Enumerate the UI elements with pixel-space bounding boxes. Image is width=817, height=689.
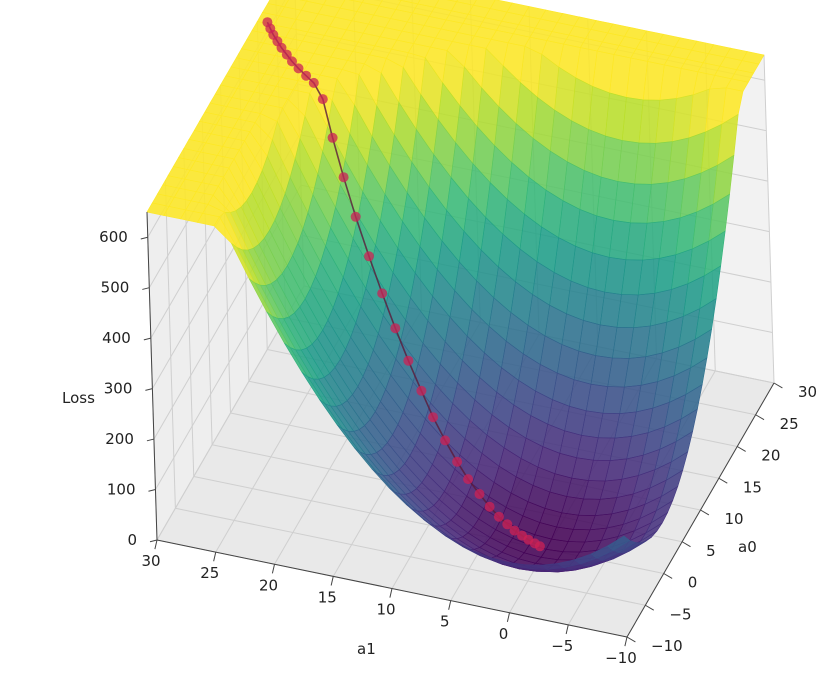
- a1-axis-label: a1: [357, 640, 376, 658]
- a1-tick-label: −10: [605, 649, 637, 667]
- a0-tick: [718, 477, 728, 484]
- a1-tick-label: 15: [318, 588, 337, 606]
- descent-point: [301, 70, 312, 81]
- a0-tick-label: 10: [725, 510, 744, 528]
- a0-tick-label: −10: [651, 637, 683, 655]
- a1-tick: [330, 576, 334, 586]
- loss-tick: [146, 438, 155, 442]
- a0-axis-label: a0: [738, 538, 757, 556]
- loss-axis-line: [146, 211, 158, 541]
- a0-tick-label: −5: [669, 605, 691, 623]
- descent-point: [474, 489, 485, 499]
- a0-tick-label: 20: [761, 447, 780, 465]
- a0-tick: [700, 509, 710, 516]
- descent-point: [452, 456, 463, 467]
- descent-point: [287, 56, 297, 67]
- loss-tick-label: 400: [102, 329, 131, 347]
- descent-point: [327, 132, 338, 143]
- descent-point: [350, 211, 361, 222]
- descent-point: [403, 355, 414, 366]
- loss-tick-label: 500: [101, 279, 130, 297]
- descent-point: [293, 63, 304, 74]
- a1-tick: [271, 564, 275, 574]
- a1-tick: [565, 624, 569, 635]
- descent-point: [493, 511, 504, 522]
- loss-tick: [143, 337, 151, 341]
- a0-tick-label: 25: [780, 415, 799, 433]
- descent-point: [428, 412, 439, 423]
- descent-point: [317, 94, 328, 105]
- descent-point: [281, 49, 292, 60]
- a0-tick-label: 15: [743, 478, 762, 496]
- loss-tick: [145, 388, 153, 391]
- loss-surface: [146, 0, 765, 573]
- a1-tick: [389, 588, 393, 598]
- descent-point: [364, 251, 374, 262]
- descent-point: [308, 77, 319, 88]
- a1-tick-label: −5: [551, 637, 573, 655]
- descent-point: [509, 525, 520, 536]
- loss-tick: [148, 489, 156, 492]
- loss-tick-label: 100: [107, 481, 136, 499]
- descent-point: [484, 501, 495, 512]
- a0-tick: [755, 414, 765, 421]
- loss-axis-ticks: 0 100 200 300 400 500 600: [99, 228, 158, 549]
- grid-line: [164, 180, 176, 509]
- descent-point: [338, 172, 349, 183]
- a1-tick: [213, 552, 217, 562]
- a1-tick: [448, 600, 452, 610]
- a1-tick: [506, 612, 510, 622]
- loss-tick: [142, 287, 150, 290]
- a0-tick-label: 5: [706, 542, 716, 560]
- a0-tick: [663, 573, 673, 579]
- a1-axis-ticks: 30 25 20 15 10 5 0 −5 −10: [141, 539, 637, 667]
- loss-tick-label: 0: [127, 531, 137, 549]
- a0-tick: [626, 636, 636, 643]
- a0-tick: [681, 541, 691, 548]
- surface-patch: [606, 535, 631, 551]
- loss-tick-label: 200: [105, 430, 134, 448]
- a1-tick-label: 30: [141, 552, 160, 570]
- a0-tick: [645, 604, 655, 611]
- descent-point: [390, 323, 401, 334]
- descent-point: [377, 288, 388, 299]
- loss-tick: [140, 236, 148, 240]
- a1-tick-label: 5: [440, 613, 450, 631]
- descent-path: [262, 17, 545, 552]
- a1-tick: [624, 636, 628, 647]
- a1-tick-label: 10: [376, 601, 395, 619]
- descent-point: [502, 519, 513, 530]
- a0-tick: [773, 382, 783, 389]
- a0-tick-label: 0: [688, 574, 698, 592]
- a1-tick-label: 0: [499, 625, 509, 643]
- descent-point: [440, 435, 451, 446]
- loss-tick-label: 600: [99, 228, 128, 246]
- loss-tick-label: 300: [104, 380, 133, 398]
- a1-tick-label: 20: [259, 576, 278, 594]
- a1-tick: [154, 539, 158, 550]
- grid-line: [763, 54, 775, 384]
- descent-point: [416, 385, 427, 396]
- descent-point: [463, 474, 474, 485]
- descent-point: [517, 530, 528, 541]
- a1-tick-label: 25: [200, 564, 219, 582]
- loss-tick: [149, 539, 158, 543]
- loss-axis-label: Loss: [62, 389, 95, 407]
- descent-point: [262, 17, 273, 28]
- a0-tick: [736, 446, 746, 452]
- a0-tick-label: 30: [798, 383, 817, 401]
